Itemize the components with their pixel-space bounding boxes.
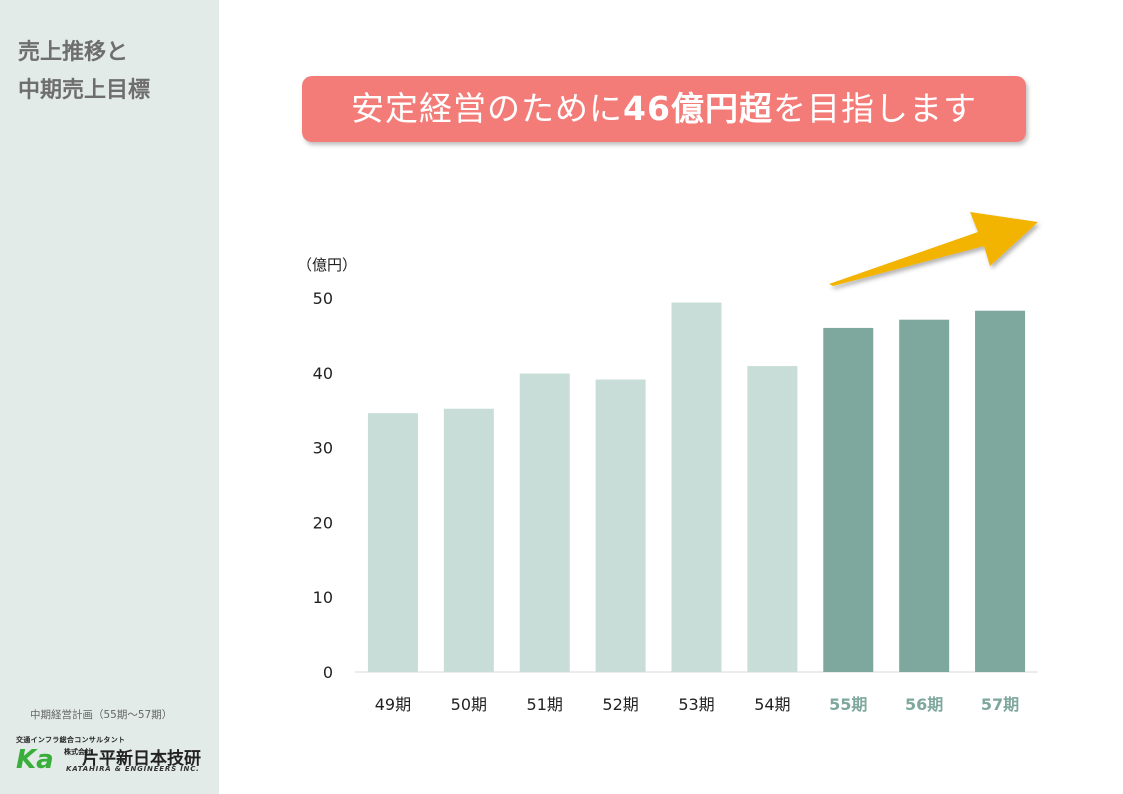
sidebar: 売上推移と 中期売上目標 中期経営計画（55期～57期） 交通インフラ総合コンサ… bbox=[0, 0, 219, 794]
logo-company-name: 片平新日本技研 bbox=[82, 749, 201, 769]
y-tick-label: 20 bbox=[313, 513, 333, 532]
logo-company-type-text: 株式会社 bbox=[64, 748, 92, 756]
bar-actual bbox=[671, 302, 722, 672]
x-tick-label: 52期 bbox=[602, 695, 638, 714]
bar-actual bbox=[367, 413, 418, 672]
logo-english-name: KATAHIRA & ENGINEERS INC. bbox=[66, 765, 200, 773]
y-tick-label: 50 bbox=[313, 289, 333, 308]
bar-actual bbox=[747, 366, 798, 672]
bar-actual bbox=[443, 408, 494, 672]
page-title-line1: 売上推移と bbox=[18, 40, 129, 65]
logo-mark: Ka bbox=[16, 745, 54, 775]
x-tick-label: 57期 bbox=[981, 695, 1019, 714]
bar-plan bbox=[823, 327, 874, 672]
company-logo: 交通インフラ総合コンサルタント Ka 株式会社 片平新日本技研 KATAHIRA… bbox=[16, 735, 211, 780]
growth-arrow bbox=[829, 212, 1038, 286]
y-axis-label: （億円） bbox=[297, 256, 357, 274]
bar-plan bbox=[975, 310, 1026, 672]
x-tick-label: 56期 bbox=[905, 695, 943, 714]
bar-plan bbox=[899, 319, 950, 672]
plan-note: 中期経営計画（55期～57期） bbox=[30, 709, 173, 721]
y-tick-label: 0 bbox=[323, 663, 333, 682]
y-tick-label: 40 bbox=[313, 364, 333, 383]
headline-suffix: を目指します bbox=[772, 89, 977, 128]
x-tick-label: 50期 bbox=[451, 695, 487, 714]
headline-banner: 安定経営のために46億円超を目指します bbox=[302, 76, 1026, 142]
y-tick-label: 30 bbox=[313, 439, 333, 458]
headline-emphasis: 46億円超 bbox=[623, 89, 773, 128]
x-tick-label: 54期 bbox=[754, 695, 790, 714]
x-tick-label: 51期 bbox=[527, 695, 563, 714]
bar-actual bbox=[595, 379, 646, 672]
headline-prefix: 安定経営のために bbox=[351, 89, 624, 128]
x-tick-label: 53期 bbox=[678, 695, 714, 714]
logo-tagline: 交通インフラ総合コンサルタント bbox=[16, 736, 126, 744]
y-tick-label: 10 bbox=[313, 588, 333, 607]
page-title-line2: 中期売上目標 bbox=[18, 78, 151, 103]
bar-actual bbox=[519, 373, 570, 672]
x-tick-label: 49期 bbox=[375, 695, 411, 714]
logo-company-type: 株式会社 bbox=[64, 748, 92, 756]
x-tick-label: 55期 bbox=[829, 695, 867, 714]
page-title: 売上推移と 中期売上目標 bbox=[18, 34, 150, 110]
